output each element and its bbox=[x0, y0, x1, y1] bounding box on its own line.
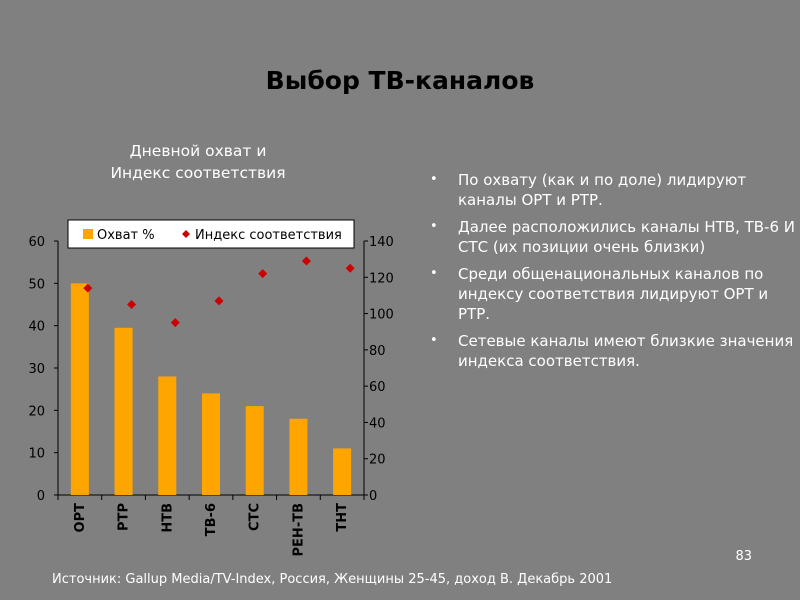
chart-heading-line2: Индекс соответствия bbox=[110, 164, 286, 182]
legend-bar-swatch bbox=[83, 229, 93, 239]
index-marker-ТНТ bbox=[345, 263, 355, 273]
x-tick-label: РЕН-ТВ bbox=[291, 503, 306, 556]
bullet-text: Далее расположились каналы НТВ, ТВ-6 И С… bbox=[458, 218, 796, 256]
y-left-tick-label: 40 bbox=[28, 320, 45, 335]
y-right-tick-label: 100 bbox=[369, 308, 394, 323]
y-left-tick-label: 20 bbox=[28, 404, 45, 419]
bullet-item: • По охвату (как и по доле) лидируют кана… bbox=[424, 170, 796, 210]
bar-ТВ-6 bbox=[202, 393, 220, 495]
y-left-tick-label: 0 bbox=[37, 489, 45, 504]
y-left-tick-label: 50 bbox=[28, 277, 45, 292]
bullet-item: • Далее расположились каналы НТВ, ТВ-6 И … bbox=[424, 217, 796, 257]
y-right-tick-label: 80 bbox=[369, 344, 386, 359]
bullet-item: • Сетевые каналы имеют близкие значения и… bbox=[424, 331, 796, 371]
x-tick-label: ТНТ bbox=[335, 503, 350, 532]
page-number: 83 bbox=[735, 549, 752, 564]
slide-title: Выбор ТВ-каналов bbox=[265, 66, 535, 95]
bullet-text: По охвату (как и по доле) лидируют канал… bbox=[458, 171, 747, 209]
bar-ОРТ bbox=[70, 283, 89, 495]
x-tick-label: РТР bbox=[117, 503, 132, 531]
source-note: Источник: Gallup Media/TV-Index, Россия,… bbox=[52, 572, 613, 587]
y-right-tick-label: 20 bbox=[369, 453, 386, 468]
y-right-tick-label: 60 bbox=[369, 380, 386, 395]
legend-label-index: Индекс соответствия bbox=[195, 228, 342, 243]
y-left-tick-label: 10 bbox=[28, 447, 45, 462]
x-tick-label: НТВ bbox=[160, 503, 175, 533]
x-tick-label: ТВ-6 bbox=[204, 503, 219, 536]
bullet-text: Сетевые каналы имеют близкие значения ин… bbox=[458, 332, 794, 370]
index-marker-ОРТ bbox=[83, 283, 93, 293]
bar-ТНТ bbox=[333, 448, 352, 495]
y-right-tick-label: 140 bbox=[369, 235, 394, 250]
legend-label-bar: Охват % bbox=[97, 228, 155, 243]
bullet-dot-icon: • bbox=[430, 266, 438, 281]
bar-РЕН-ТВ bbox=[289, 418, 308, 495]
bullet-dot-icon: • bbox=[430, 172, 438, 187]
y-right-tick-label: 0 bbox=[369, 489, 377, 504]
x-tick-label: СТС bbox=[248, 503, 263, 531]
legend-box bbox=[67, 219, 355, 249]
index-marker-НТВ bbox=[170, 318, 180, 328]
bullet-text: Среди общенациональных каналов по индекс… bbox=[458, 265, 769, 323]
y-right-tick-label: 40 bbox=[369, 416, 386, 431]
bullet-list: • По охвату (как и по доле) лидируют кана… bbox=[424, 170, 796, 378]
legend-marker-swatch bbox=[182, 230, 190, 238]
index-marker-ТВ-6 bbox=[214, 296, 224, 306]
bullet-item: • Среди общенациональных каналов по индек… bbox=[424, 264, 796, 324]
index-marker-СТС bbox=[258, 269, 268, 279]
combo-chart: 0 10 20 30 40 50 60 0 20 40 60 80 100 120 140 ОРТ РТР НТВ… bbox=[28, 219, 394, 556]
y-left-tick-label: 30 bbox=[28, 362, 45, 377]
index-marker-РТР bbox=[127, 300, 137, 309]
chart-heading-line1: Дневной охват и bbox=[129, 142, 267, 160]
y-left-tick-label: 60 bbox=[28, 235, 45, 250]
bar-СТС bbox=[245, 406, 264, 495]
bar-РТР bbox=[114, 327, 133, 495]
y-right-tick-label: 120 bbox=[369, 271, 394, 286]
index-marker-РЕН-ТВ bbox=[301, 256, 311, 266]
x-tick-label: ОРТ bbox=[73, 503, 88, 533]
bullet-dot-icon: • bbox=[430, 333, 438, 348]
bar-НТВ bbox=[158, 376, 177, 495]
chart-heading: Дневной охват и Индекс соответствия bbox=[78, 140, 318, 184]
bullet-dot-icon: • bbox=[430, 219, 438, 234]
